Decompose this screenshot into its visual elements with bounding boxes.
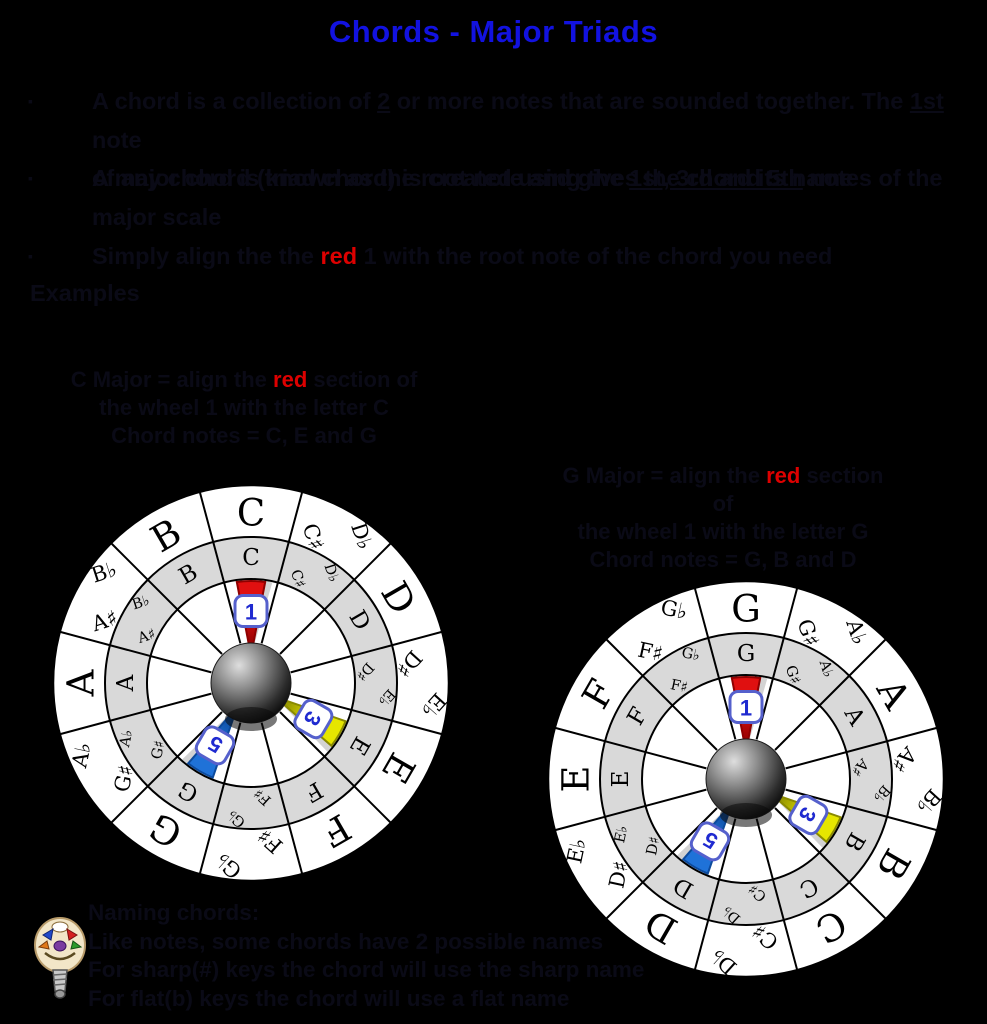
svg-text:F♯: F♯ — [669, 677, 689, 696]
svg-text:A♭: A♭ — [117, 728, 136, 749]
examples-label: Examples — [30, 280, 140, 306]
svg-text:G♭: G♭ — [659, 595, 690, 624]
svg-text:G♯: G♯ — [149, 739, 169, 761]
bullet-item-2: ▪ A major chord (triad chord) is created… — [28, 159, 968, 236]
svg-text:E♭: E♭ — [612, 824, 631, 844]
page-title: Chords - Major Triads — [328, 14, 659, 49]
svg-text:G♯: G♯ — [109, 763, 138, 794]
bullet-item-3: ▪ Simply align the the red 1 with the ro… — [28, 237, 968, 276]
bullet-marker: ▪ — [28, 248, 33, 264]
c-major-wheel: C C C♯ D♭ C♯ D♭ D D D♯ E♭ D♯ E♭ E E F F F♯ G♭ F♯ G♭ G G G♯ A♭ G♯… — [41, 473, 461, 893]
svg-text:A♭: A♭ — [67, 740, 96, 770]
svg-text:B♭: B♭ — [130, 593, 152, 614]
footer-line: For sharp(#) keys the chord will use the… — [88, 957, 645, 982]
g-major-caption: G Major = align the red section of the wh… — [562, 463, 884, 572]
svg-text:G: G — [737, 641, 755, 667]
svg-text:E: E — [608, 771, 634, 788]
bullet-item-1: ▪ A chord is a collection of 2 or more n… — [28, 82, 968, 198]
svg-text:C: C — [237, 492, 265, 535]
svg-text:G♭: G♭ — [680, 645, 701, 664]
svg-text:A♯: A♯ — [135, 626, 158, 647]
naming-chords-note: Naming chords: Like notes, some chords h… — [88, 899, 644, 1013]
svg-text:C: C — [242, 545, 260, 571]
svg-text:A: A — [60, 668, 103, 697]
svg-text:D♯: D♯ — [604, 859, 633, 890]
svg-text:C♯: C♯ — [287, 568, 308, 590]
svg-text:A: A — [113, 674, 139, 692]
svg-text:1: 1 — [245, 600, 257, 625]
svg-text:1: 1 — [740, 696, 752, 721]
bullet-text: Simply align the the red 1 with the root… — [92, 243, 833, 269]
bullet-text: A major chord (triad chord) is created u… — [92, 165, 943, 230]
bullet-marker: ▪ — [28, 170, 33, 186]
g-major-wheel: G G G♯ A♭ G♯ A♭ A A A♯ B♭ A♯ B♭ B B C C C♯ D♭ C♯ D♭ D D D♯ E♭ D♯… — [536, 569, 956, 989]
footer-line: For flat(b) keys the chord will use a fl… — [88, 985, 570, 1011]
svg-text:F♯: F♯ — [636, 638, 665, 667]
svg-text:E: E — [555, 765, 598, 792]
footer-line: Like notes, some chords have 2 possible … — [88, 928, 604, 954]
svg-text:G: G — [731, 588, 761, 631]
svg-text:G♯: G♯ — [782, 664, 803, 687]
lightbulb-icon — [34, 917, 86, 999]
c-major-caption: C Major = align the red section of the wh… — [70, 367, 418, 448]
svg-text:E♭: E♭ — [562, 836, 591, 866]
footer-line: Naming chords: — [88, 900, 260, 925]
svg-text:D♯: D♯ — [644, 835, 664, 857]
bullet-text: A chord is a collection of 2 or more not… — [92, 88, 944, 191]
svg-text:A♭: A♭ — [815, 657, 836, 679]
bullet-marker: ▪ — [28, 93, 33, 109]
svg-text:D♭: D♭ — [320, 562, 341, 585]
